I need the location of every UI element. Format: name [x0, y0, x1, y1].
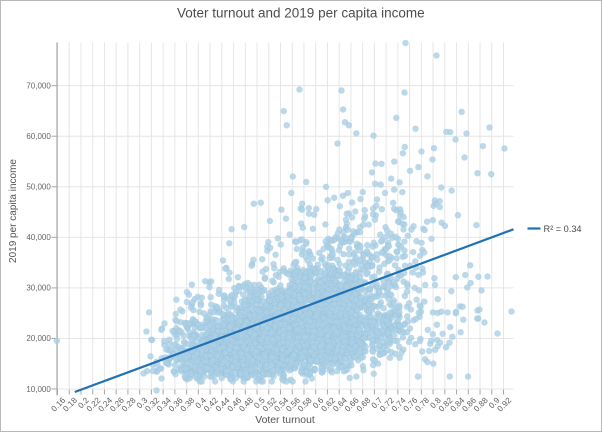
svg-text:R² = 0.34: R² = 0.34 — [544, 224, 582, 234]
svg-text:70,000: 70,000 — [26, 82, 51, 91]
svg-text:0.92: 0.92 — [496, 396, 514, 414]
svg-text:20,000: 20,000 — [26, 334, 51, 343]
svg-text:40,000: 40,000 — [26, 233, 51, 242]
svg-text:60,000: 60,000 — [26, 132, 51, 141]
svg-text:2019 per capita income: 2019 per capita income — [8, 159, 19, 263]
svg-text:50,000: 50,000 — [26, 183, 51, 192]
svg-text:Voter turnout: Voter turnout — [255, 415, 315, 426]
svg-text:10,000: 10,000 — [26, 385, 51, 394]
svg-text:30,000: 30,000 — [26, 284, 51, 293]
svg-text:Voter turnout and 2019 per cap: Voter turnout and 2019 per capita income — [177, 5, 425, 20]
